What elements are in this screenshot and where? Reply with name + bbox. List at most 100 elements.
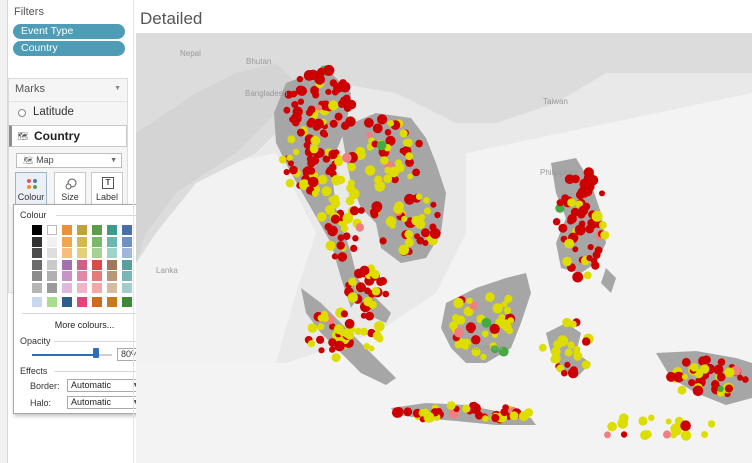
colour-swatch[interactable] bbox=[107, 225, 117, 235]
event-mark[interactable] bbox=[586, 255, 593, 262]
colour-swatch[interactable] bbox=[92, 259, 102, 270]
colour-swatch[interactable] bbox=[92, 282, 102, 293]
colour-swatch[interactable] bbox=[122, 236, 132, 247]
event-mark[interactable] bbox=[363, 296, 374, 307]
event-mark[interactable] bbox=[490, 345, 499, 354]
event-mark[interactable] bbox=[325, 204, 335, 215]
event-mark[interactable] bbox=[405, 152, 414, 161]
event-mark[interactable] bbox=[552, 218, 561, 226]
event-mark[interactable] bbox=[360, 327, 368, 336]
event-mark[interactable] bbox=[404, 237, 414, 247]
event-mark[interactable] bbox=[366, 131, 373, 139]
event-mark[interactable] bbox=[518, 411, 529, 422]
event-mark[interactable] bbox=[446, 401, 456, 410]
event-mark[interactable] bbox=[498, 313, 506, 321]
event-mark[interactable] bbox=[509, 411, 519, 421]
colour-swatch[interactable] bbox=[77, 225, 87, 235]
event-mark[interactable] bbox=[701, 431, 709, 438]
event-mark[interactable] bbox=[538, 343, 547, 352]
colour-swatch[interactable] bbox=[77, 236, 87, 247]
event-mark[interactable] bbox=[317, 323, 325, 331]
event-mark[interactable] bbox=[707, 420, 716, 428]
size-button[interactable]: Size bbox=[54, 172, 86, 205]
event-mark[interactable] bbox=[665, 418, 672, 425]
event-mark[interactable] bbox=[583, 271, 592, 280]
colour-swatch[interactable] bbox=[122, 282, 132, 293]
event-mark[interactable] bbox=[448, 321, 458, 330]
event-mark[interactable] bbox=[348, 277, 357, 286]
colour-swatch[interactable] bbox=[122, 259, 132, 270]
event-mark[interactable] bbox=[421, 228, 430, 238]
colour-swatch[interactable] bbox=[62, 236, 72, 247]
event-mark[interactable] bbox=[504, 294, 513, 303]
event-mark[interactable] bbox=[355, 282, 366, 293]
event-mark[interactable] bbox=[583, 167, 594, 178]
event-mark[interactable] bbox=[388, 166, 399, 178]
event-mark[interactable] bbox=[314, 74, 325, 85]
colour-swatch[interactable] bbox=[92, 236, 102, 247]
mark-type-select[interactable]: 🗺 Map ▼ bbox=[16, 153, 122, 168]
event-mark[interactable] bbox=[342, 153, 352, 163]
colour-swatch[interactable] bbox=[62, 282, 72, 293]
colour-swatch[interactable] bbox=[107, 297, 117, 307]
colour-swatch[interactable] bbox=[122, 297, 132, 307]
event-mark[interactable] bbox=[296, 128, 305, 137]
event-mark[interactable] bbox=[492, 303, 503, 314]
event-mark[interactable] bbox=[295, 85, 306, 96]
event-mark[interactable] bbox=[374, 175, 383, 184]
event-mark[interactable] bbox=[325, 169, 332, 175]
event-mark[interactable] bbox=[291, 101, 299, 109]
event-mark[interactable] bbox=[567, 341, 575, 349]
event-mark[interactable] bbox=[329, 346, 336, 353]
event-mark[interactable] bbox=[289, 165, 298, 175]
event-mark[interactable] bbox=[318, 347, 325, 354]
event-mark[interactable] bbox=[620, 431, 628, 438]
event-mark[interactable] bbox=[724, 367, 735, 378]
event-mark[interactable] bbox=[337, 252, 348, 262]
event-mark[interactable] bbox=[371, 286, 381, 296]
event-mark[interactable] bbox=[355, 223, 364, 232]
event-mark[interactable] bbox=[374, 321, 385, 332]
event-mark[interactable] bbox=[567, 198, 576, 207]
colour-swatch[interactable] bbox=[32, 297, 42, 307]
event-mark[interactable] bbox=[573, 345, 581, 354]
event-mark[interactable] bbox=[680, 420, 691, 432]
event-mark[interactable] bbox=[360, 312, 367, 319]
event-mark[interactable] bbox=[663, 430, 672, 439]
event-mark[interactable] bbox=[283, 169, 290, 176]
colour-swatch[interactable] bbox=[107, 248, 117, 258]
event-mark[interactable] bbox=[398, 244, 410, 256]
event-mark[interactable] bbox=[575, 190, 585, 200]
event-mark[interactable] bbox=[342, 213, 354, 224]
event-mark[interactable] bbox=[567, 217, 575, 225]
colour-swatch[interactable] bbox=[47, 282, 57, 293]
event-mark[interactable] bbox=[372, 123, 383, 134]
event-mark[interactable] bbox=[321, 314, 329, 323]
event-mark[interactable] bbox=[564, 361, 571, 368]
event-mark[interactable] bbox=[717, 358, 726, 367]
colour-swatch[interactable] bbox=[77, 259, 87, 270]
event-mark[interactable] bbox=[590, 257, 598, 265]
event-mark[interactable] bbox=[690, 363, 699, 372]
event-mark[interactable] bbox=[434, 211, 441, 219]
event-mark[interactable] bbox=[315, 104, 323, 111]
event-mark[interactable] bbox=[680, 430, 692, 441]
event-mark[interactable] bbox=[562, 256, 572, 267]
event-mark[interactable] bbox=[555, 203, 565, 213]
event-mark[interactable] bbox=[285, 178, 295, 188]
event-mark[interactable] bbox=[363, 343, 371, 350]
event-mark[interactable] bbox=[423, 411, 435, 423]
event-mark[interactable] bbox=[340, 224, 349, 233]
event-mark[interactable] bbox=[569, 320, 577, 328]
more-colours-link[interactable]: More colours... bbox=[54, 320, 115, 330]
event-mark[interactable] bbox=[673, 371, 685, 383]
event-mark[interactable] bbox=[558, 223, 568, 233]
event-mark[interactable] bbox=[692, 385, 704, 397]
colour-swatch[interactable] bbox=[47, 259, 57, 270]
event-mark[interactable] bbox=[278, 155, 287, 164]
event-mark[interactable] bbox=[359, 265, 370, 276]
event-mark[interactable] bbox=[482, 415, 489, 422]
event-mark[interactable] bbox=[392, 407, 403, 418]
colour-swatch[interactable] bbox=[107, 259, 117, 270]
event-mark[interactable] bbox=[368, 345, 375, 352]
